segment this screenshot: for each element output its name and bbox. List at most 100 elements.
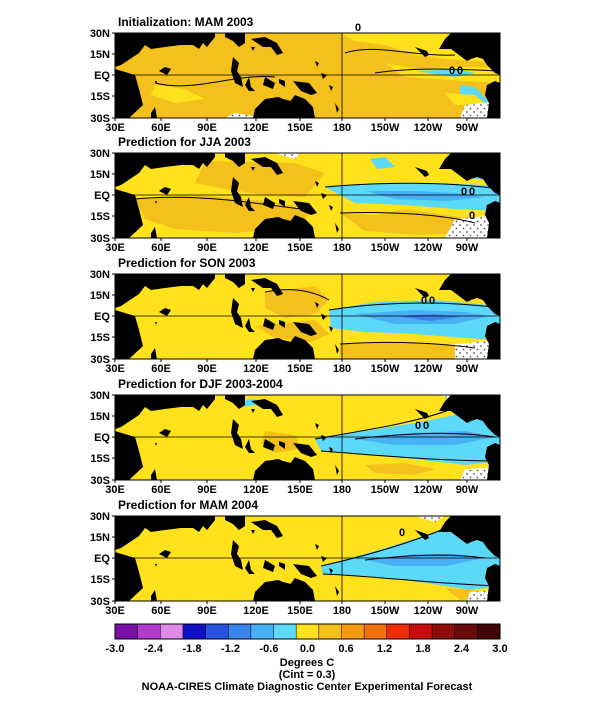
contour-label: 0 — [449, 65, 455, 77]
contour-label: 0 — [429, 295, 435, 307]
lat-tick-label: 15S — [90, 332, 110, 344]
lat-tick-label: 15S — [90, 574, 110, 586]
lon-tick-label: 150W — [371, 242, 400, 254]
lon-tick-label: 120W — [414, 363, 443, 375]
colorbar-swatch — [205, 623, 229, 640]
lat-tick-label: 15N — [90, 49, 110, 61]
colorbar-swatch — [250, 623, 275, 640]
lon-tick-label: 180 — [333, 605, 351, 617]
contour-label: 0 — [469, 210, 475, 222]
lon-tick-label: 90E — [197, 363, 217, 375]
colorbar-tick-label: 1.2 — [377, 643, 392, 655]
colorbar-tick-label: 1.8 — [415, 643, 430, 655]
contour-label: 0 — [415, 420, 421, 432]
lon-tick-label: 120W — [414, 605, 443, 617]
panel-title: Initialization: MAM 2003 — [118, 15, 254, 29]
colorbar-swatch — [477, 623, 501, 640]
lon-tick-label: 90W — [456, 363, 479, 375]
colorbar-swatch — [318, 623, 343, 640]
lat-tick-label: 15N — [90, 411, 110, 423]
panel-title: Prediction for DJF 2003-2004 — [118, 377, 283, 391]
lon-tick-label: 30E — [105, 484, 125, 496]
lat-tick-label: 15S — [90, 453, 110, 465]
lat-tick-label: 30N — [90, 28, 110, 40]
lon-tick-label: 150E — [287, 242, 313, 254]
lon-tick-label: 120E — [243, 484, 269, 496]
sst-anomaly-field — [115, 516, 500, 601]
lon-tick-label: 150W — [371, 363, 400, 375]
lat-tick-label: 15S — [90, 211, 110, 223]
lon-tick-label: 60E — [151, 363, 171, 375]
lon-tick-label: 150W — [371, 605, 400, 617]
lon-tick-label: 90E — [197, 122, 217, 134]
credit-label: NOAA-CIRES Climate Diagnostic Center Exp… — [142, 681, 473, 693]
colorbar-tick-label: -3.0 — [106, 643, 125, 655]
lon-tick-label: 120E — [243, 605, 269, 617]
colorbar-tick-label: 3.0 — [492, 643, 507, 655]
lat-tick-label: 30S — [90, 354, 110, 366]
panel-title: Prediction for JJA 2003 — [118, 135, 251, 149]
lat-tick-label: 30N — [90, 390, 110, 402]
colorbar-swatch — [273, 623, 297, 640]
lon-tick-label: 60E — [151, 484, 171, 496]
lat-tick-label: 30S — [90, 475, 110, 487]
lon-tick-label: 60E — [151, 605, 171, 617]
lon-tick-label: 150E — [287, 605, 313, 617]
lat-tick-label: 30N — [90, 269, 110, 281]
colorbar-tick-label: 0.6 — [338, 643, 353, 655]
colorbar: -3.0 -2.4 -1.8 -1.2 -0.6 0.0 0.6 1.2 1.8 2.4 3.0 — [106, 623, 508, 655]
lon-tick-label: 150E — [287, 363, 313, 375]
lon-tick-label: 150W — [371, 484, 400, 496]
lat-tick-label: 30S — [90, 596, 110, 608]
colorbar-tick-label: -0.6 — [260, 643, 279, 655]
lon-tick-label: 120E — [243, 242, 269, 254]
lat-tick-label: 30N — [90, 511, 110, 523]
contour-label: 0 — [461, 186, 467, 198]
lon-tick-label: 120W — [414, 242, 443, 254]
lon-tick-label: 90W — [456, 605, 479, 617]
colorbar-tick-label: 0.0 — [300, 643, 315, 655]
contour-label: 0 — [423, 420, 429, 432]
lon-tick-label: 90E — [197, 484, 217, 496]
lon-tick-label: 120W — [414, 484, 443, 496]
colorbar-swatch — [454, 623, 478, 640]
lat-tick-label: 30S — [90, 233, 110, 245]
lon-tick-label: 60E — [151, 242, 171, 254]
contour-label: 0 — [399, 527, 405, 539]
colorbar-swatch — [295, 623, 320, 640]
panel-title: Prediction for SON 2003 — [118, 256, 256, 270]
colorbar-swatch — [227, 623, 252, 640]
colorbar-swatch — [160, 623, 184, 640]
contour-label: 0 — [355, 22, 361, 34]
colorbar-swatch — [431, 623, 456, 640]
lat-tick-label: EQ — [94, 311, 110, 323]
lon-tick-label: 180 — [333, 484, 351, 496]
lon-tick-label: 30E — [105, 605, 125, 617]
lon-tick-label: 30E — [105, 242, 125, 254]
lat-tick-label: 30N — [90, 148, 110, 160]
lon-tick-label: 120E — [243, 363, 269, 375]
lon-tick-label: 90E — [197, 605, 217, 617]
colorbar-swatch — [137, 623, 161, 640]
lon-tick-label: 120E — [243, 122, 269, 134]
lat-tick-label: EQ — [94, 553, 110, 565]
colorbar-tick-label: -2.4 — [144, 643, 164, 655]
lat-tick-label: 15S — [90, 91, 110, 103]
lat-tick-label: EQ — [94, 190, 110, 202]
lon-tick-label: 90W — [456, 484, 479, 496]
colorbar-tick-label: -1.2 — [221, 643, 240, 655]
lon-tick-label: 180 — [333, 122, 351, 134]
map-panel: 0 — [114, 515, 501, 602]
sst-anomaly-field — [115, 33, 500, 118]
contour-label: 0 — [457, 65, 463, 77]
lon-tick-label: 150W — [371, 122, 400, 134]
contour-interval-label: (Cint = 0.3) — [279, 669, 336, 681]
colorbar-swatch — [386, 623, 410, 640]
lat-tick-label: 30S — [90, 113, 110, 125]
lon-tick-label: 90W — [456, 122, 479, 134]
colorbar-swatch — [409, 623, 433, 640]
